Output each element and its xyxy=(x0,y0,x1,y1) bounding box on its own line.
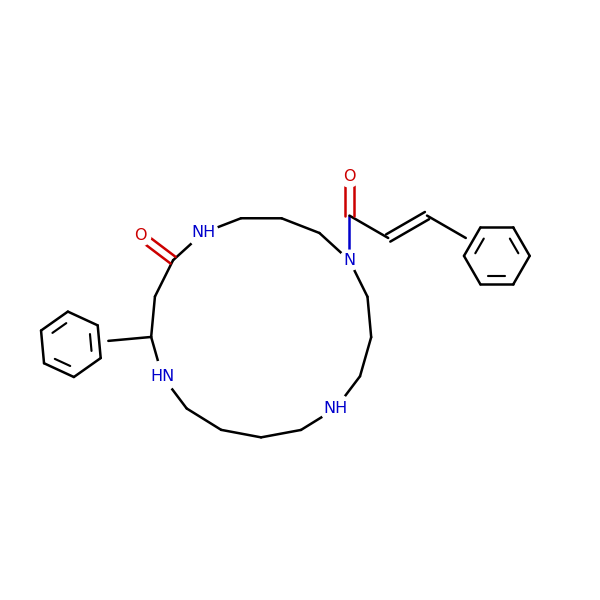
Text: NH: NH xyxy=(323,401,347,416)
Text: NH: NH xyxy=(191,226,215,241)
Circle shape xyxy=(339,167,359,187)
Text: HN: HN xyxy=(150,368,175,383)
Circle shape xyxy=(320,394,350,424)
Circle shape xyxy=(131,226,151,246)
Text: N: N xyxy=(343,253,355,268)
Circle shape xyxy=(339,250,359,271)
Text: O: O xyxy=(343,169,356,184)
Text: O: O xyxy=(134,228,147,243)
Circle shape xyxy=(147,361,177,391)
Circle shape xyxy=(188,218,218,248)
